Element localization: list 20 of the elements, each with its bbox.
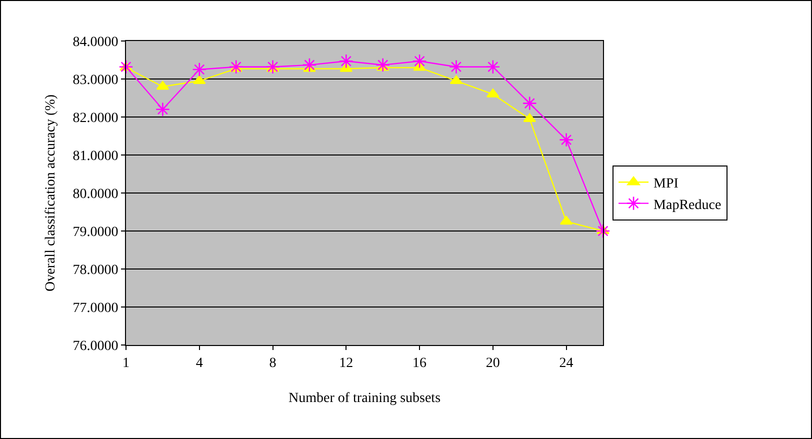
x-tick-label: 8 [269, 356, 276, 371]
y-tick-label: 80.0000 [72, 186, 118, 202]
legend-label: MapReduce [654, 198, 722, 213]
x-tick-label: 20 [486, 356, 500, 371]
x-tick-label: 1 [122, 356, 130, 371]
y-tick-label: 78.0000 [72, 262, 118, 278]
y-tick-label: 77.0000 [72, 300, 118, 316]
x-tick-label: 24 [559, 356, 574, 371]
y-axis-title: Overall classification accuracy (%) [43, 94, 58, 292]
y-tick-label: 81.0000 [72, 148, 118, 164]
y-tick-label: 82.0000 [72, 110, 118, 126]
y-tick-label: 84.0000 [72, 34, 118, 50]
legend-label: MPI [654, 176, 679, 192]
y-tick-label: 79.0000 [72, 224, 118, 240]
x-tick-label: 4 [196, 356, 203, 371]
x-tick-label: 12 [339, 356, 354, 371]
y-tick-label: 76.0000 [72, 338, 118, 354]
x-axis-title: Number of training subsets [288, 391, 441, 406]
x-tick-label: 16 [412, 356, 427, 371]
y-tick-label: 83.0000 [72, 72, 118, 88]
